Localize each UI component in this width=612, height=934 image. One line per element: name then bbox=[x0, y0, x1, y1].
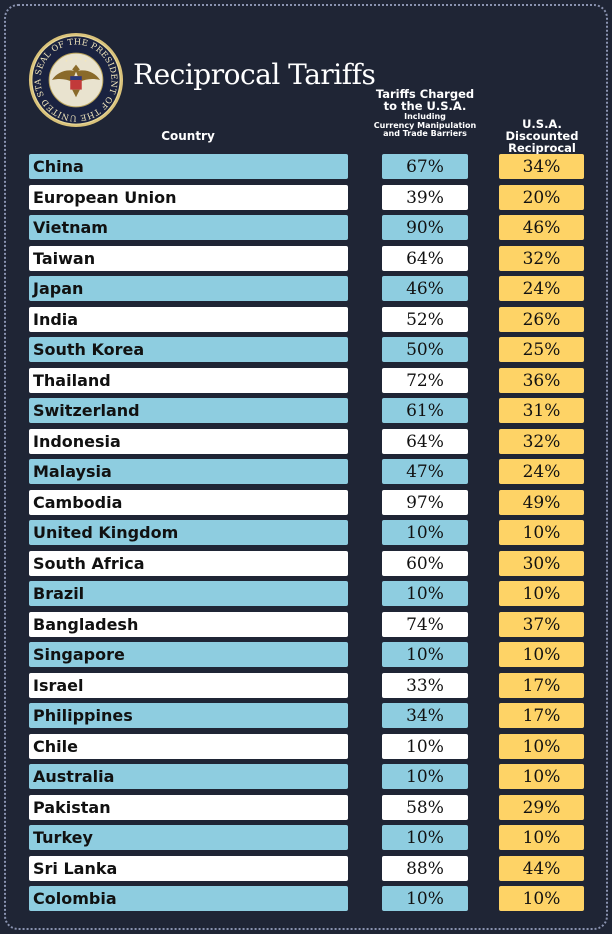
tariff-charged-cell: 50% bbox=[382, 337, 468, 362]
country-cell: Sri Lanka bbox=[29, 856, 348, 881]
tariff-charged-cell: 64% bbox=[382, 429, 468, 454]
column-header-charged-line1: Tariffs Charged bbox=[375, 87, 475, 101]
discounted-tariff-cell: 10% bbox=[499, 886, 584, 911]
tariff-charged-cell: 10% bbox=[382, 581, 468, 606]
country-cell: Australia bbox=[29, 764, 348, 789]
country-cell: Pakistan bbox=[29, 795, 348, 820]
column-header-country: Country bbox=[161, 129, 215, 143]
page-title: Reciprocal Tariffs bbox=[133, 58, 376, 91]
country-cell: Brazil bbox=[29, 581, 348, 606]
country-cell: Malaysia bbox=[29, 459, 348, 484]
discounted-tariff-cell: 30% bbox=[499, 551, 584, 576]
tariff-charged-cell: 52% bbox=[382, 307, 468, 332]
discounted-tariff-cell: 49% bbox=[499, 490, 584, 515]
tariff-charged-cell: 61% bbox=[382, 398, 468, 423]
discounted-tariff-cell: 24% bbox=[499, 459, 584, 484]
country-cell: Indonesia bbox=[29, 429, 348, 454]
column-header-charged-sub2: Currency Manipulation bbox=[373, 120, 477, 130]
discounted-tariff-cell: 32% bbox=[499, 246, 584, 271]
column-header-charged-sub1: Including bbox=[404, 112, 446, 122]
country-cell: Philippines bbox=[29, 703, 348, 728]
discounted-tariff-cell: 10% bbox=[499, 642, 584, 667]
country-cell: South Korea bbox=[29, 337, 348, 362]
country-cell: Taiwan bbox=[29, 246, 348, 271]
country-cell: Colombia bbox=[29, 886, 348, 911]
page-frame bbox=[4, 4, 608, 930]
country-cell: Singapore bbox=[29, 642, 348, 667]
country-cell: Thailand bbox=[29, 368, 348, 393]
discounted-tariff-cell: 36% bbox=[499, 368, 584, 393]
discounted-tariff-cell: 10% bbox=[499, 825, 584, 850]
country-cell: European Union bbox=[29, 185, 348, 210]
country-cell: Turkey bbox=[29, 825, 348, 850]
tariff-charged-cell: 33% bbox=[382, 673, 468, 698]
discounted-tariff-cell: 17% bbox=[499, 703, 584, 728]
tariff-charged-cell: 97% bbox=[382, 490, 468, 515]
tariff-charged-cell: 90% bbox=[382, 215, 468, 240]
discounted-tariff-cell: 10% bbox=[499, 734, 584, 759]
discounted-tariff-cell: 37% bbox=[499, 612, 584, 637]
country-cell: Japan bbox=[29, 276, 348, 301]
tariff-charged-cell: 47% bbox=[382, 459, 468, 484]
discounted-tariff-cell: 29% bbox=[499, 795, 584, 820]
country-cell: Cambodia bbox=[29, 490, 348, 515]
country-cell: United Kingdom bbox=[29, 520, 348, 545]
country-cell: Chile bbox=[29, 734, 348, 759]
tariff-charged-cell: 58% bbox=[382, 795, 468, 820]
country-cell: South Africa bbox=[29, 551, 348, 576]
discounted-tariff-cell: 10% bbox=[499, 520, 584, 545]
tariff-charged-cell: 67% bbox=[382, 154, 468, 179]
tariff-charged-cell: 72% bbox=[382, 368, 468, 393]
discounted-tariff-cell: 31% bbox=[499, 398, 584, 423]
column-header-tariffs-charged: Tariffs Charged to the U.S.A. Including … bbox=[372, 88, 478, 138]
discounted-tariff-cell: 10% bbox=[499, 764, 584, 789]
tariff-charged-cell: 10% bbox=[382, 764, 468, 789]
tariff-charged-cell: 10% bbox=[382, 825, 468, 850]
discounted-tariff-cell: 32% bbox=[499, 429, 584, 454]
country-cell: China bbox=[29, 154, 348, 179]
country-cell: Vietnam bbox=[29, 215, 348, 240]
discounted-tariff-cell: 20% bbox=[499, 185, 584, 210]
country-cell: Israel bbox=[29, 673, 348, 698]
tariff-charged-cell: 34% bbox=[382, 703, 468, 728]
tariff-charged-cell: 39% bbox=[382, 185, 468, 210]
tariff-charged-cell: 64% bbox=[382, 246, 468, 271]
tariff-charged-cell: 10% bbox=[382, 886, 468, 911]
tariff-charged-cell: 10% bbox=[382, 734, 468, 759]
discounted-tariff-cell: 26% bbox=[499, 307, 584, 332]
tariff-charged-cell: 46% bbox=[382, 276, 468, 301]
tariff-charged-cell: 88% bbox=[382, 856, 468, 881]
column-header-disc-line1: U.S.A. Discounted bbox=[505, 117, 579, 144]
column-header-charged-sub3: and Trade Barriers bbox=[383, 128, 467, 138]
discounted-tariff-cell: 44% bbox=[499, 856, 584, 881]
discounted-tariff-cell: 10% bbox=[499, 581, 584, 606]
discounted-tariff-cell: 46% bbox=[499, 215, 584, 240]
tariff-charged-cell: 74% bbox=[382, 612, 468, 637]
tariff-charged-cell: 60% bbox=[382, 551, 468, 576]
presidential-seal-icon: SEAL OF THE PRESIDENT OF THE UNITED STAT… bbox=[28, 32, 124, 128]
column-header-charged-line2: to the U.S.A. bbox=[383, 99, 467, 114]
discounted-tariff-cell: 25% bbox=[499, 337, 584, 362]
discounted-tariff-cell: 34% bbox=[499, 154, 584, 179]
country-cell: Bangladesh bbox=[29, 612, 348, 637]
tariff-charged-cell: 10% bbox=[382, 642, 468, 667]
discounted-tariff-cell: 17% bbox=[499, 673, 584, 698]
country-cell: India bbox=[29, 307, 348, 332]
country-cell: Switzerland bbox=[29, 398, 348, 423]
discounted-tariff-cell: 24% bbox=[499, 276, 584, 301]
tariff-charged-cell: 10% bbox=[382, 520, 468, 545]
